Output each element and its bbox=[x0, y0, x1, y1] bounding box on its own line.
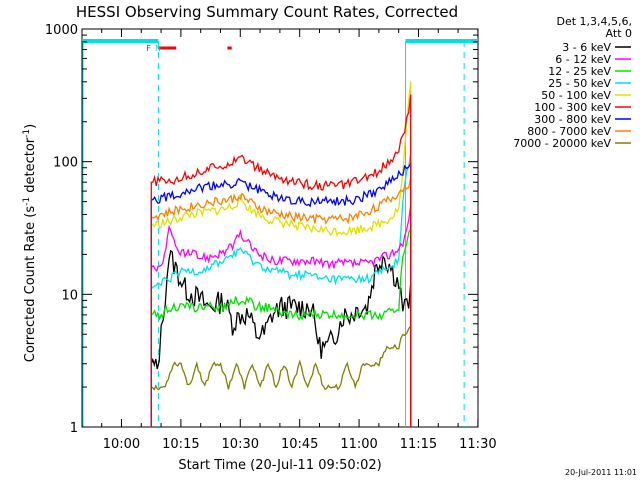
legend-header-line1: Det 1,3,4,5,6, bbox=[556, 15, 632, 28]
x-tick-label: 11:15 bbox=[400, 437, 437, 452]
legend-label: 6 - 12 keV bbox=[555, 53, 611, 66]
y-axis-title: Corrected Count Rate (s-1 detector-1) bbox=[22, 124, 38, 362]
plot-frame bbox=[81, 28, 479, 428]
y-tick-label: 100 bbox=[53, 156, 78, 171]
x-tick-label: 11:30 bbox=[459, 437, 496, 452]
x-tick-label: 10:15 bbox=[162, 437, 199, 452]
legend-label: 300 - 800 keV bbox=[534, 113, 611, 126]
y-axis-label-end: ) bbox=[23, 124, 38, 129]
series-line bbox=[150, 205, 412, 427]
flag-label: F bbox=[146, 44, 151, 53]
legend-label: 3 - 6 keV bbox=[562, 41, 611, 54]
y-tick-label: 1 bbox=[70, 421, 78, 436]
x-tick-label: 10:45 bbox=[281, 437, 318, 452]
flag-label: N bbox=[155, 44, 161, 53]
series-line bbox=[150, 153, 412, 427]
series-line bbox=[150, 324, 412, 427]
footer-timestamp: 20-Jul-2011 11:01 bbox=[565, 468, 637, 477]
y-axis-label-sup1: -1 bbox=[22, 197, 32, 206]
x-tick-label: 11:00 bbox=[340, 437, 377, 452]
y-tick-label: 1000 bbox=[45, 23, 78, 38]
series-line bbox=[150, 94, 412, 427]
y-axis-label-sup2: -1 bbox=[22, 129, 32, 138]
y-tick-label: 10 bbox=[61, 288, 78, 303]
x-tick-label: 10:00 bbox=[103, 437, 140, 452]
legend-label: 50 - 100 keV bbox=[541, 89, 611, 102]
y-axis: 1 10 100 1000 bbox=[45, 23, 478, 436]
series-line bbox=[150, 81, 412, 427]
y-axis-label-mid: detector bbox=[23, 137, 38, 197]
series-line bbox=[150, 161, 412, 427]
x-tick-label: 10:30 bbox=[222, 437, 259, 452]
legend-label: 25 - 50 keV bbox=[548, 77, 611, 90]
series-line bbox=[150, 177, 412, 427]
legend-label: 800 - 7000 keV bbox=[527, 125, 611, 138]
chart-title: HESSI Observing Summary Count Rates, Cor… bbox=[76, 3, 458, 21]
legend-label: 12 - 25 keV bbox=[548, 65, 611, 78]
x-axis: 10:00 10:15 10:30 10:45 11:00 11:15 11:30 bbox=[101, 29, 497, 452]
series-line bbox=[150, 249, 412, 427]
series-line bbox=[150, 228, 412, 427]
series-layer bbox=[150, 81, 412, 427]
legend-label: 7000 - 20000 keV bbox=[513, 137, 611, 150]
legend-label: 100 - 300 keV bbox=[534, 101, 611, 114]
x-axis-title: Start Time (20-Jul-11 09:50:02) bbox=[178, 458, 381, 473]
legend-header-line2: Att 0 bbox=[606, 27, 632, 40]
svg-text:Corrected Count Rate (s-1 dete: Corrected Count Rate (s-1 detector-1) bbox=[22, 124, 38, 362]
y-axis-label-main: Corrected Count Rate (s bbox=[23, 206, 38, 363]
